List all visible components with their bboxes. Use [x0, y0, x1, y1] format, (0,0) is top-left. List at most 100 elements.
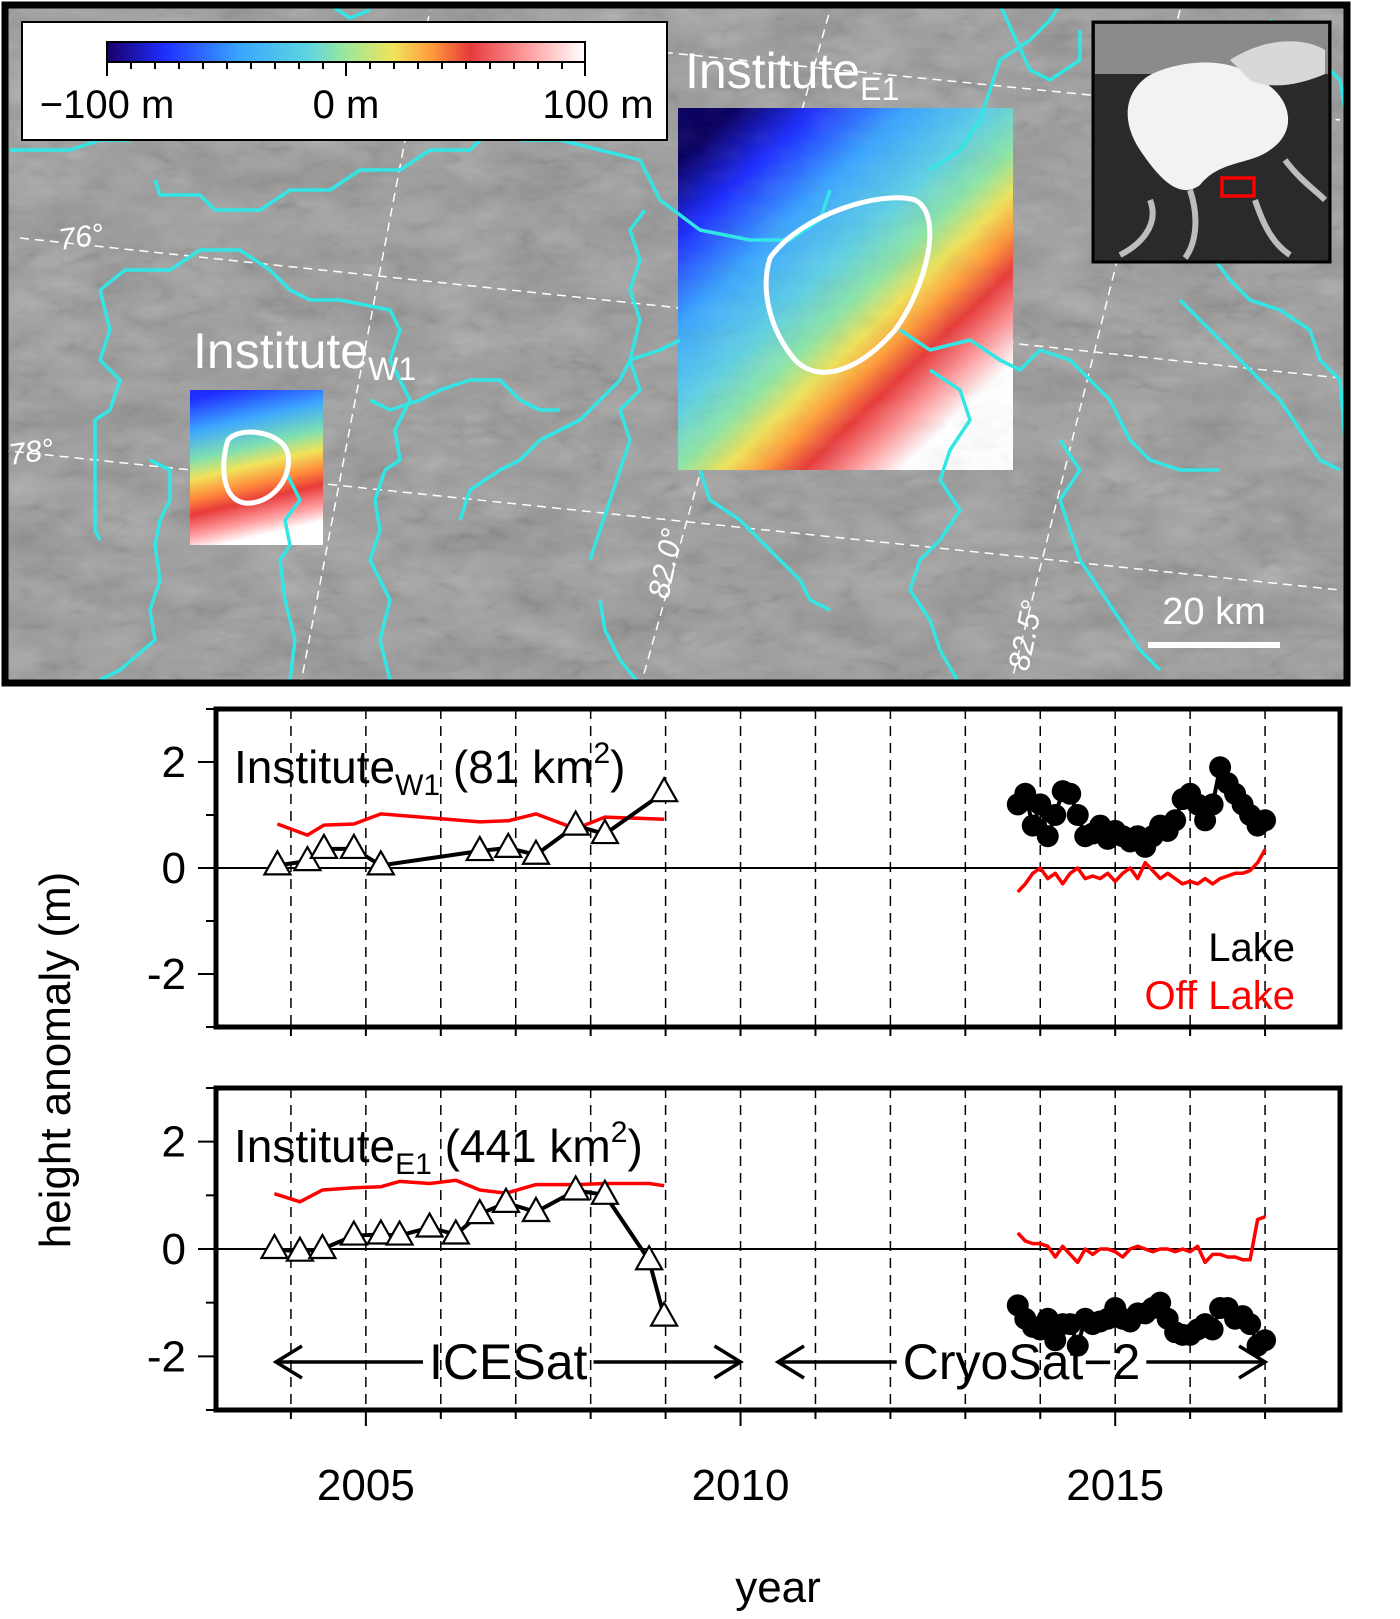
scale-bar-label: 20 km	[1162, 591, 1265, 633]
colorbar: −100 m 0 m 100 m	[21, 21, 668, 141]
marker-triangle	[560, 1174, 591, 1201]
marker-triangle	[338, 832, 369, 860]
series-line	[276, 812, 1267, 894]
arrowhead	[774, 1344, 805, 1380]
colorbar-label: −100 m	[40, 83, 175, 127]
marker-triangle	[262, 849, 293, 876]
legend-entry: Off Lake	[1145, 974, 1295, 1018]
marker-triangle	[440, 1218, 471, 1245]
title-name: Institute	[234, 1120, 395, 1172]
lake-outlines	[221, 195, 933, 506]
marker-triangle	[384, 1219, 415, 1246]
marker-circle	[1254, 809, 1277, 832]
x-tick-label: 2005	[317, 1461, 415, 1510]
marker-circle	[1066, 1334, 1089, 1357]
marker-triangle	[365, 1218, 396, 1245]
lake-label: InstituteE1	[685, 43, 899, 107]
title-close: )	[610, 741, 625, 793]
marker-triangle	[285, 1235, 315, 1262]
title-superscript: 2	[593, 737, 610, 770]
marker-triangle	[365, 849, 396, 876]
lake-label: InstituteW1	[193, 323, 416, 387]
marker-triangle	[560, 809, 591, 836]
marker-triangle	[414, 1211, 445, 1238]
marker-triangle	[493, 831, 524, 858]
marker-triangle	[491, 1186, 521, 1213]
lake-name: Institute	[193, 323, 368, 379]
y-tick-label: 0	[162, 1225, 186, 1274]
arrowhead	[272, 1344, 303, 1380]
latitude-label: 76°	[56, 218, 106, 257]
marker-circle	[1239, 1313, 1262, 1336]
marker-triangle	[649, 1300, 679, 1327]
span-label: CryoSat−2	[903, 1334, 1141, 1390]
elevation-anomaly	[190, 108, 1013, 545]
marker-triangle	[307, 1232, 338, 1260]
marker-triangle	[649, 775, 679, 803]
arrowhead	[713, 1344, 744, 1380]
anomaly-texture	[678, 108, 1013, 470]
inset-ice-shelf	[1230, 41, 1325, 86]
scale-bar: 20 km	[1148, 591, 1280, 648]
lake-outline	[763, 195, 933, 375]
lake-subscript: W1	[368, 351, 416, 387]
title-subscript: W1	[395, 769, 440, 802]
colorbar-ticks	[106, 62, 586, 76]
latitude-label: 78°	[6, 433, 56, 472]
inset-glaciers	[1118, 158, 1328, 260]
x-tick-label: 2015	[1066, 1461, 1164, 1510]
marker-triangle	[634, 1244, 665, 1271]
marker-circle	[1201, 1318, 1224, 1341]
marker-circle	[1164, 809, 1187, 832]
y-tick-label: 0	[162, 844, 186, 893]
inset-locator	[1220, 176, 1256, 198]
title-subscript: E1	[395, 1148, 432, 1181]
y-tick-label: 2	[162, 738, 186, 787]
marker-triangle	[338, 1219, 369, 1246]
marker-triangle	[309, 832, 339, 860]
map-frame	[1, 1, 1351, 687]
title-superscript: 2	[611, 1116, 628, 1149]
plot-frame	[213, 706, 1343, 1030]
span-label: ICESat	[429, 1334, 588, 1390]
x-tick-label: 2010	[692, 1461, 790, 1510]
lake-outline	[221, 429, 291, 506]
marker-circle	[1044, 804, 1067, 826]
title-area: (441 km	[432, 1120, 611, 1172]
marker-triangle	[590, 817, 620, 845]
y-tick-label: -2	[147, 1332, 186, 1381]
colorbar-scale	[106, 41, 586, 63]
marker-circle	[1201, 793, 1224, 816]
y-axis-label: height anomaly (m)	[31, 872, 80, 1249]
marker-circle	[1066, 804, 1089, 826]
x-axis-label: year	[735, 1563, 821, 1612]
title-name: Institute	[234, 741, 395, 793]
map: 76° 78° 82.0° 82.5° InstituteE1 Institut…	[6, 8, 1344, 680]
inset-ice-shelf	[1127, 62, 1289, 191]
title-close: )	[627, 1120, 642, 1172]
legend-entry: Lake	[1208, 926, 1295, 970]
marker-circle	[1059, 782, 1082, 805]
marker-triangle	[259, 1232, 290, 1260]
y-tick-label: -2	[147, 950, 186, 999]
chart-title: InstituteW1 (81 km2)	[234, 737, 625, 802]
marker-triangle	[464, 834, 495, 862]
lake-subscript: E1	[860, 71, 899, 107]
marker-circle	[1254, 1329, 1277, 1352]
marker-circle	[1036, 825, 1059, 848]
y-tick-label: 2	[162, 1118, 186, 1167]
marker-triangle	[521, 1195, 551, 1223]
inset-map	[1091, 20, 1332, 264]
title-area: (81 km	[440, 741, 593, 793]
colorbar-label: 100 m	[542, 83, 653, 127]
marker-triangle	[521, 838, 551, 865]
series-line	[273, 1178, 1266, 1265]
colorbar-label: 0 m	[313, 83, 380, 127]
marker-triangle	[590, 1178, 620, 1205]
plot-frame	[213, 1085, 1343, 1413]
arrowhead	[1238, 1344, 1269, 1380]
anomaly-patch	[190, 390, 323, 545]
chart-title: InstituteE1 (441 km2)	[234, 1116, 643, 1181]
